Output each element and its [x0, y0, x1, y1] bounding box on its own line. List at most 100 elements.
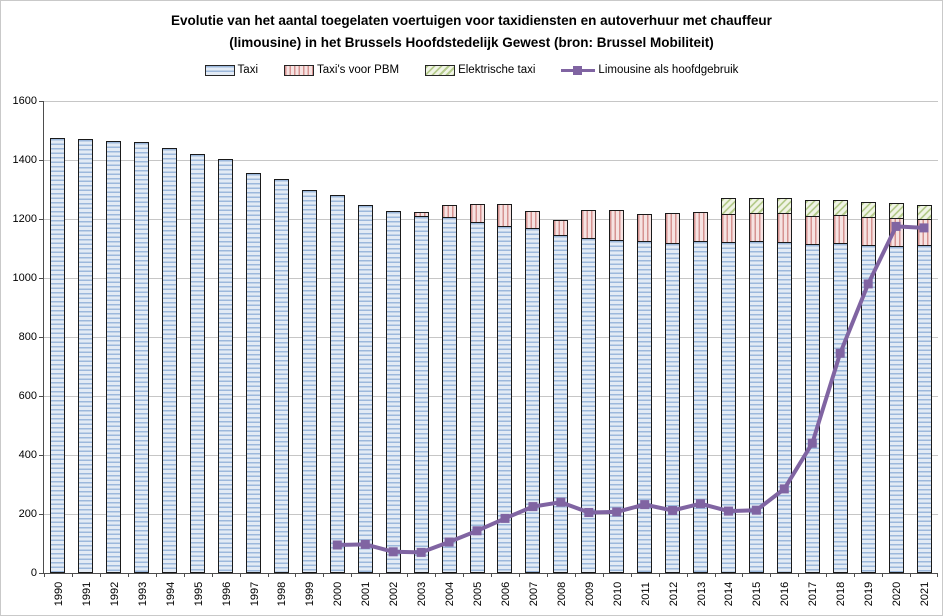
x-axis-label-2010: 2010	[611, 581, 624, 607]
limousine-line-swatch-icon	[561, 65, 596, 76]
limousine-marker	[444, 537, 454, 547]
bar-segment-taxi-1995	[190, 154, 206, 573]
x-axis-label-2019: 2019	[863, 581, 876, 607]
limousine-marker	[724, 506, 733, 516]
elektrische-taxi-swatch-icon	[425, 64, 456, 76]
x-axis-label-2018: 2018	[835, 581, 848, 607]
x-axis-label-2011: 2011	[639, 582, 652, 606]
taxi-swatch-icon	[204, 64, 235, 76]
limousine-marker	[751, 505, 761, 515]
x-axis-label-2014: 2014	[723, 581, 736, 607]
limousine-marker	[919, 223, 929, 233]
x-tick-24	[714, 573, 716, 577]
bar-segment-taxi-s-voor-pbm-2008	[553, 219, 569, 237]
x-axis-label-1996: 1996	[220, 581, 233, 607]
x-axis-label-1998: 1998	[276, 581, 289, 607]
x-tick-2	[99, 573, 101, 577]
bar-segment-taxi-s-voor-pbm-2007	[525, 211, 541, 229]
gridline-600	[44, 395, 938, 397]
bar-segment-elektrische-taxi-2016	[776, 197, 792, 214]
bar-segment-elektrische-taxi-2018	[832, 199, 848, 217]
x-tick-4	[155, 573, 157, 577]
y-axis-label-1400: 1400	[12, 153, 37, 166]
chart-title: Evolutie van het aantal toegelaten voert…	[1, 10, 942, 54]
limousine-marker	[779, 484, 789, 494]
bar-segment-taxi-1997	[246, 173, 262, 573]
legend-item-taxi: Taxi	[204, 64, 258, 76]
limousine-marker	[388, 547, 398, 557]
x-axis-label-1999: 1999	[304, 581, 317, 607]
x-tick-23	[686, 573, 688, 577]
x-tick-22	[658, 573, 660, 577]
x-tick-9	[295, 573, 297, 577]
bar-segment-taxi-1998	[273, 179, 289, 573]
x-axis-label-2004: 2004	[444, 581, 457, 607]
limousine-marker	[835, 348, 845, 358]
bar-segment-taxi-s-voor-pbm-2009	[581, 209, 597, 240]
x-axis-label-2003: 2003	[416, 581, 429, 607]
legend-item-limousine: Limousine als hoofdgebruik	[561, 64, 738, 76]
bar-segment-elektrische-taxi-2021	[916, 204, 932, 221]
x-tick-19	[574, 573, 576, 577]
x-tick-16	[491, 573, 492, 577]
x-tick-0	[44, 573, 45, 577]
bar-segment-elektrische-taxi-2019	[860, 201, 876, 218]
limousine-marker	[668, 506, 678, 515]
gridline-800	[44, 336, 938, 338]
x-axis-label-2015: 2015	[751, 581, 764, 607]
y-axis-label-1200: 1200	[12, 212, 37, 225]
x-axis-label-1994: 1994	[164, 581, 177, 607]
x-axis-label-2001: 2001	[360, 581, 373, 607]
limousine-marker	[528, 502, 538, 512]
x-axis-label-1992: 1992	[108, 581, 121, 607]
x-tick-1	[71, 573, 73, 577]
y-tick-0	[39, 572, 43, 574]
x-axis-label-1990: 1990	[52, 581, 65, 607]
x-axis-label-2012: 2012	[667, 581, 680, 607]
x-axis-label-2009: 2009	[583, 581, 596, 607]
legend-label-elektrisch: Elektrische taxi	[458, 64, 536, 76]
y-tick-1200	[39, 218, 43, 220]
x-axis-label-2017: 2017	[807, 581, 820, 607]
bar-segment-elektrische-taxi-2017	[804, 199, 820, 218]
y-tick-600	[39, 395, 43, 397]
limousine-marker	[416, 547, 426, 557]
y-tick-200	[39, 513, 43, 515]
y-axis-label-1000: 1000	[12, 271, 37, 284]
y-tick-400	[39, 454, 43, 456]
bar-segment-taxi-s-voor-pbm-2012	[665, 212, 681, 244]
bar-segment-elektrische-taxi-2020	[888, 202, 904, 220]
bar-segment-taxi-1992	[106, 140, 122, 573]
x-tick-15	[463, 573, 465, 577]
x-axis-label-2008: 2008	[555, 581, 568, 607]
x-axis-label-1995: 1995	[192, 581, 205, 607]
bar-segment-taxi-1993	[134, 142, 150, 573]
legend-item-pbm: Taxi's voor PBM	[284, 64, 399, 76]
x-tick-17	[518, 573, 520, 577]
y-tick-1400	[39, 159, 43, 161]
bar-segment-taxi-s-voor-pbm-2005	[469, 203, 485, 223]
limousine-marker	[472, 526, 482, 536]
chart-legend: Taxi Taxi's voor PBM Elektrische taxi Li…	[1, 64, 942, 76]
gridline-1000	[44, 277, 938, 279]
bar-segment-taxi-s-voor-pbm-2013	[693, 211, 709, 243]
bar-segment-taxi-2002	[385, 211, 401, 573]
bar-segment-taxi-1996	[218, 159, 234, 573]
x-axis-label-2002: 2002	[388, 581, 401, 607]
x-tick-30	[882, 573, 884, 577]
x-axis-label-2016: 2016	[779, 581, 792, 607]
y-tick-800	[39, 336, 43, 338]
x-tick-5	[183, 573, 185, 577]
y-tick-1600	[39, 100, 43, 102]
bar-segment-taxi-1991	[78, 139, 94, 573]
x-axis-label-2005: 2005	[472, 581, 485, 607]
x-tick-10	[323, 573, 325, 577]
legend-item-elektrisch: Elektrische taxi	[425, 64, 535, 76]
x-tick-28	[826, 573, 828, 577]
chart-title-line1: Evolutie van het aantal toegelaten voert…	[171, 13, 772, 28]
y-tick-1000	[39, 277, 43, 279]
bar-segment-taxi-s-voor-pbm-2003	[413, 211, 429, 218]
limousine-marker	[807, 438, 817, 448]
x-tick-13	[407, 573, 409, 577]
